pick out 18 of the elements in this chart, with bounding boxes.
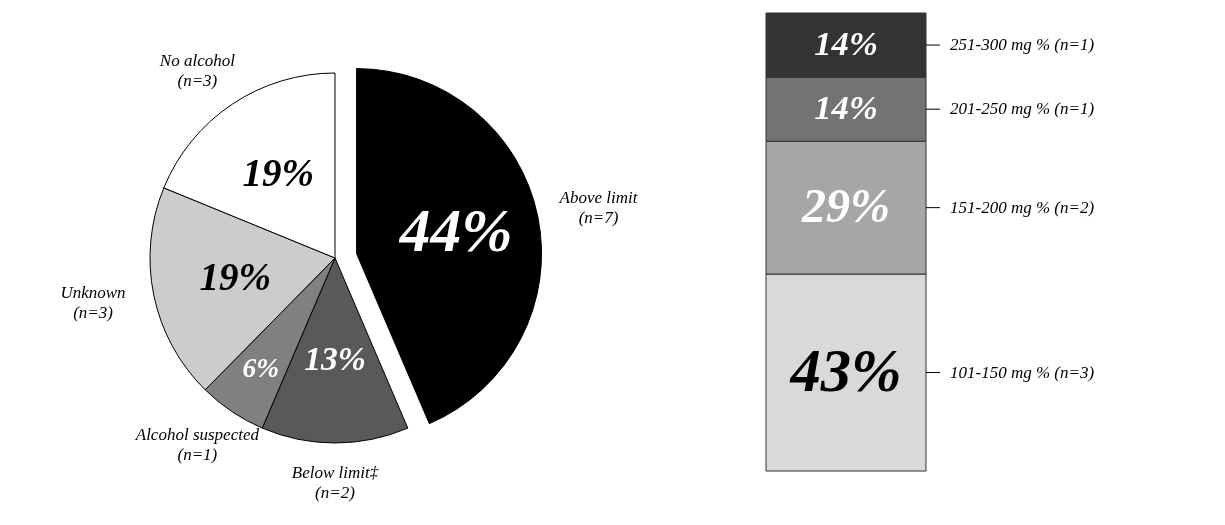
series-label: 101-150 mg % (n=3) [950,362,1095,382]
data-label: 44% [398,196,513,265]
series-label: 251-300 mg % (n=1) [950,35,1095,55]
slice-label: Below limit‡ (n=2) [291,463,379,502]
data-label: 19% [242,150,315,194]
data-label: 19% [199,255,272,299]
slice-label: Above limit (n=7) [558,188,639,228]
slice-label: No alcohol (n=3) [158,51,236,91]
data-label: 13% [304,339,366,377]
data-label: 6% [242,352,280,383]
slice-label: Alcohol suspected (n=1) [134,424,260,464]
data-label: 14% [814,88,878,127]
data-label: 43% [789,336,902,404]
series-label: 151-200 mg % (n=2) [950,197,1095,217]
series-label: 201-250 mg % (n=1) [950,99,1095,119]
slice-label: Unknown (n=3) [60,283,126,323]
data-label: 29% [800,178,891,232]
data-label: 14% [814,24,878,63]
